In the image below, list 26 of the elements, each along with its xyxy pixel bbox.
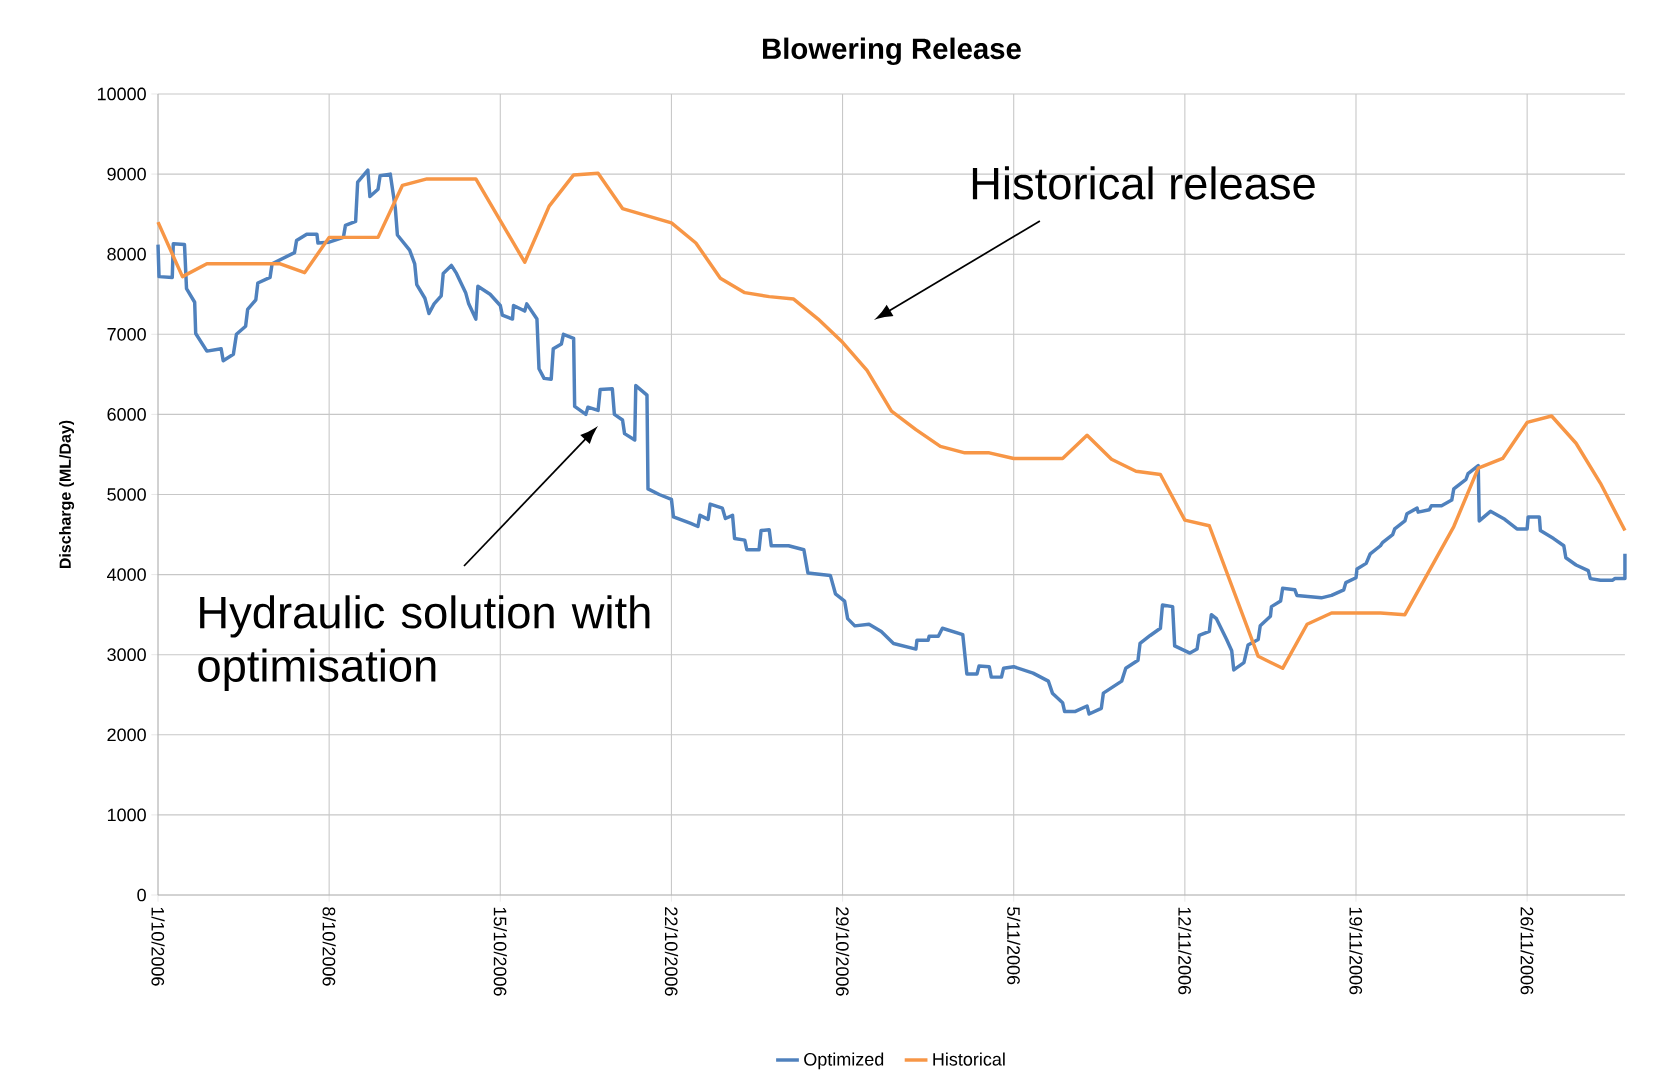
- x-tick-label: 1/10/2006: [151, 907, 165, 986]
- y-tick-label: 9000: [107, 167, 146, 181]
- y-tick-label: 3000: [107, 648, 146, 662]
- x-tick-label: 5/11/2006: [1007, 907, 1021, 985]
- x-tick-label: 19/11/2006: [1349, 907, 1363, 995]
- legend-label: Historical: [933, 1052, 1005, 1066]
- x-tick-label: 29/10/2006: [835, 907, 850, 996]
- y-axis-title: Discharge (ML/Day): [59, 420, 75, 569]
- y-tick-label: 7000: [107, 327, 146, 341]
- y-tick-label: 2000: [107, 728, 146, 742]
- annotation: Hydraulic solution with optimisation: [198, 595, 650, 691]
- y-tick-label: 1000: [107, 808, 146, 822]
- y-tick-label: 10000: [97, 87, 146, 101]
- y-tick-label: 4000: [107, 568, 146, 581]
- x-tick-label: 15/10/2006: [493, 907, 507, 996]
- legend-label: Optimized: [804, 1052, 884, 1070]
- y-tick-label: 5000: [107, 488, 146, 501]
- y-tick-label: 8000: [107, 247, 146, 261]
- y-tick-label: 6000: [107, 408, 146, 421]
- annotation: Historical release: [972, 166, 1315, 200]
- chart-title: Blowering Release: [763, 37, 1021, 66]
- x-tick-label: 8/10/2006: [322, 907, 336, 986]
- x-tick-label: 12/11/2006: [1178, 907, 1192, 995]
- x-tick-label: 22/10/2006: [664, 907, 679, 996]
- x-tick-label: 26/11/2006: [1520, 907, 1534, 995]
- y-tick-label: 0: [137, 888, 146, 902]
